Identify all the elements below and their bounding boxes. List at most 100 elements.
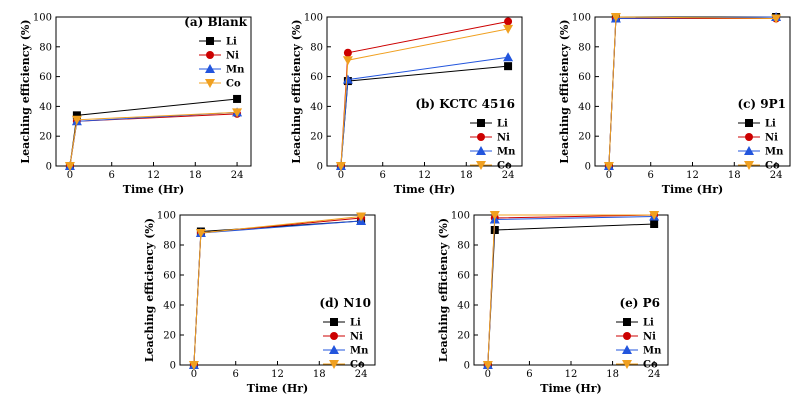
x-tick-label: 0: [338, 170, 344, 181]
x-tick-label: 6: [233, 369, 239, 380]
y-tick-label: 80: [39, 42, 52, 53]
x-tick-label: 6: [526, 369, 532, 380]
panel-2: 0 6 12 18 24 0 20 40 60 80 100 Time (Hr) Leaching ef…: [558, 12, 791, 196]
data-point-co: [335, 162, 346, 171]
y-tick-label: 20: [457, 331, 470, 342]
legend-label-li: Li: [350, 318, 361, 329]
legend-label-mn: Mn: [350, 346, 369, 357]
legend-marker-co: [622, 360, 632, 369]
data-point-co: [64, 162, 75, 171]
series-line-li: [69, 98, 238, 167]
x-tick-label: 18: [728, 170, 741, 181]
legend-label-li: Li: [765, 119, 776, 130]
series-line-mn: [608, 16, 777, 167]
data-point-co: [489, 211, 500, 220]
data-point-co: [610, 13, 621, 22]
y-tick-label: 40: [310, 102, 323, 113]
x-axis-label: Time (Hr): [394, 183, 455, 196]
plot-frame: [594, 16, 791, 167]
x-tick-label: 12: [147, 170, 160, 181]
x-tick-label: 24: [770, 170, 783, 181]
y-tick-label: 40: [457, 301, 470, 312]
x-tick-label: 6: [109, 170, 115, 181]
series-line-li: [608, 16, 777, 167]
y-axis-label: Leaching efficiency (%): [143, 218, 156, 362]
panel-3: 0 6 12 18 24 0 20 40 60 80 100 Time (Hr) Leaching ef…: [143, 211, 376, 395]
x-axis-label: Time (Hr): [123, 183, 184, 196]
y-axis-label: Leaching efficiency (%): [19, 19, 32, 163]
y-tick-label: 40: [163, 301, 176, 312]
data-point-co: [603, 162, 614, 171]
y-tick-label: 80: [310, 42, 323, 53]
y-tick-label: 60: [310, 72, 323, 83]
panel-4: 0 6 12 18 24 0 20 40 60 80 100 Time (Hr) Leaching ef…: [437, 211, 669, 395]
legend-label-ni: Ni: [643, 332, 656, 343]
y-tick-label: 0: [464, 361, 470, 372]
x-axis-label: Time (Hr): [247, 382, 308, 395]
series-line-ni: [340, 20, 509, 167]
legend-label-co: Co: [765, 161, 780, 172]
legend-marker-mn: [744, 146, 754, 155]
legend-label-co: Co: [643, 360, 658, 371]
x-tick-label: 0: [485, 369, 491, 380]
plot-frame: [55, 16, 252, 167]
legend-marker-co: [205, 79, 215, 88]
series-line-ni: [193, 217, 362, 366]
legend-label-co: Co: [497, 161, 512, 172]
x-tick-label: 0: [606, 170, 612, 181]
y-tick-label: 40: [578, 102, 591, 113]
data-point-co: [771, 14, 782, 24]
legend-marker-co: [744, 161, 754, 170]
series-line-co: [193, 216, 362, 366]
x-tick-label: 0: [67, 170, 73, 181]
data-point-co: [232, 108, 243, 118]
series-line-co: [608, 16, 777, 167]
y-tick-label: 100: [451, 211, 470, 222]
data-point-co: [342, 56, 353, 66]
legend-label-ni: Ni: [350, 332, 363, 343]
y-tick-label: 20: [163, 331, 176, 342]
x-tick-label: 18: [460, 170, 473, 181]
plot-frame: [326, 16, 523, 167]
data-point-co: [356, 212, 367, 222]
legend-label-ni: Ni: [765, 133, 778, 144]
legend-marker-li: [206, 37, 214, 45]
panel-title: (c) 9P1: [737, 97, 786, 111]
legend-label-mn: Mn: [643, 346, 662, 357]
series-line-co: [487, 214, 655, 366]
x-tick-label: 24: [231, 170, 244, 181]
data-point-co: [649, 211, 660, 220]
data-point-ni: [343, 48, 352, 57]
x-tick-label: 24: [648, 369, 661, 380]
legend-label-li: Li: [643, 318, 654, 329]
data-point-co: [482, 361, 493, 370]
legend-label-li: Li: [497, 119, 508, 130]
x-tick-label: 18: [189, 170, 202, 181]
legend-label-ni: Ni: [226, 51, 239, 62]
x-tick-label: 12: [271, 369, 284, 380]
legend-marker-ni: [745, 133, 753, 141]
x-tick-label: 6: [380, 170, 386, 181]
x-tick-label: 12: [565, 369, 578, 380]
legend-label-ni: Ni: [497, 133, 510, 144]
panel-title: (b) KCTC 4516: [415, 97, 515, 111]
y-tick-label: 80: [578, 42, 591, 53]
panel-title: (d) N10: [319, 296, 371, 310]
legend-marker-mn: [205, 64, 215, 73]
x-axis-label: Time (Hr): [540, 382, 601, 395]
plot-frame: [473, 214, 669, 366]
panel-0: 0 6 12 18 24 0 20 40 60 80 100 Time (Hr) Leaching ef…: [19, 13, 252, 196]
x-tick-label: 24: [355, 369, 368, 380]
legend-marker-co: [476, 161, 486, 170]
legend-marker-li: [477, 119, 485, 127]
series-line-ni: [69, 113, 238, 167]
panel-title: (e) P6: [619, 296, 660, 310]
legend-marker-ni: [206, 51, 214, 59]
y-tick-label: 100: [572, 13, 591, 24]
series-line-mn: [69, 111, 238, 167]
y-tick-label: 0: [46, 162, 52, 173]
y-tick-label: 60: [457, 271, 470, 282]
data-point-mn: [503, 52, 514, 62]
x-tick-label: 24: [502, 170, 515, 181]
y-tick-label: 60: [163, 271, 176, 282]
